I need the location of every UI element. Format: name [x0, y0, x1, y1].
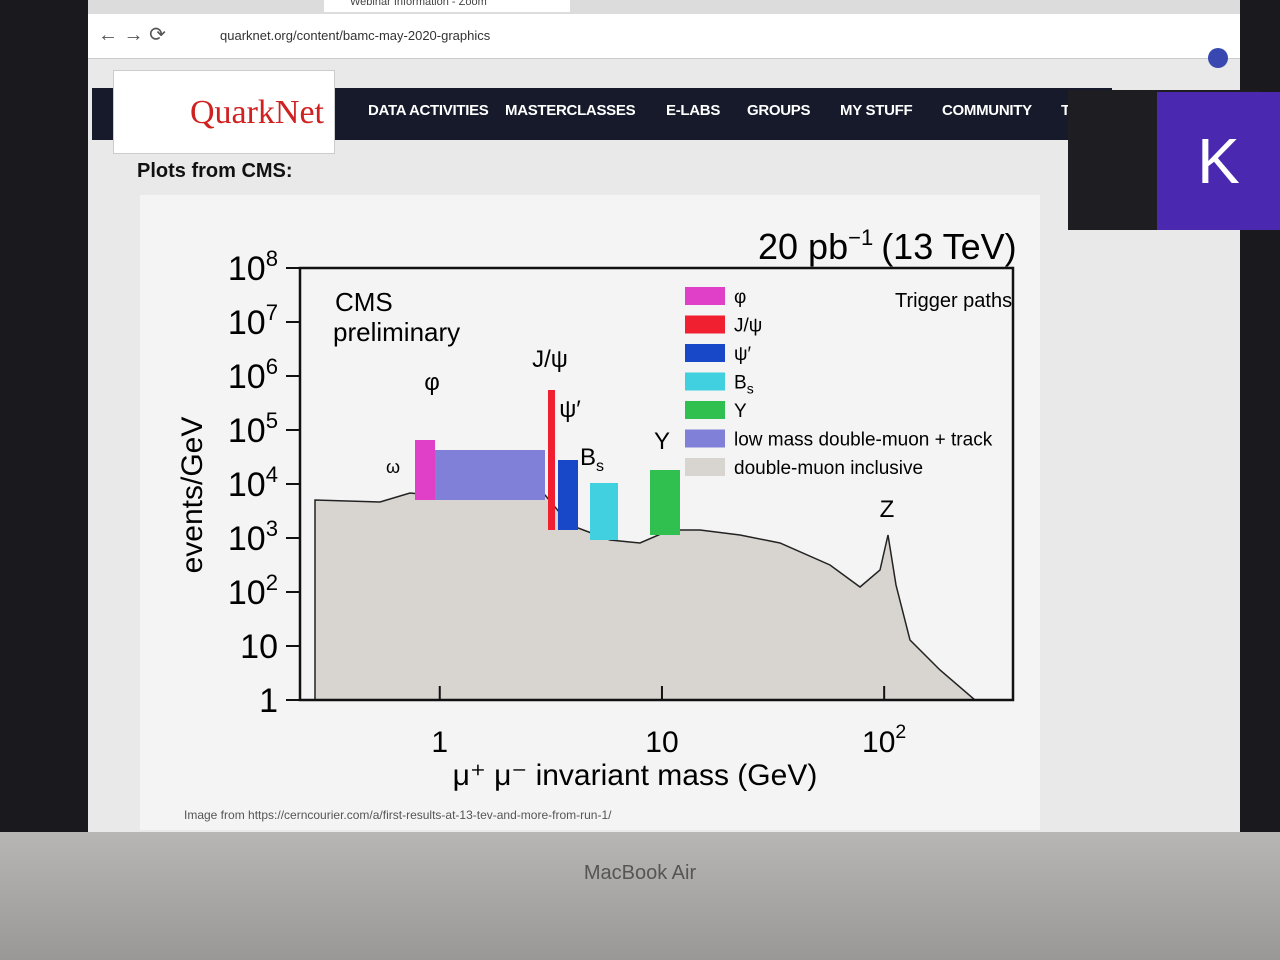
psi2-peak [558, 460, 578, 530]
experiment: CMS [335, 287, 393, 317]
legend-label: low mass double-muon + track [734, 430, 993, 451]
tick-base: 10 [228, 412, 266, 450]
continuum [314, 492, 978, 701]
tick-label: 10 [645, 726, 678, 759]
tick-base: 10 [645, 726, 678, 759]
tick-label: 105 [228, 408, 278, 450]
peak-label: ω [386, 457, 400, 477]
tick-sup: 8 [266, 246, 278, 271]
legend-swatch [685, 401, 725, 419]
tick-label: 103 [228, 516, 278, 558]
avatar: K [1157, 92, 1280, 230]
legend-name: low mass double-muon + track [734, 430, 993, 451]
address-bar[interactable]: quarknet.org/content/bamc-may-2020-graph… [220, 28, 491, 43]
legend-swatch [685, 287, 725, 305]
tab[interactable]: Webinar Information - Zoom [324, 0, 570, 12]
peak-label: J/ψ [532, 346, 568, 373]
legend-label: Bs [734, 373, 754, 397]
title-sup: −1 [848, 225, 873, 250]
peak-label: ψ′ [559, 396, 581, 423]
logo[interactable]: QuarkNet [113, 70, 335, 154]
bs-region [590, 483, 618, 540]
profile-icon[interactable] [1208, 48, 1228, 68]
toolbar: ← → ⟳ quarknet.org/content/bamc-may-2020… [88, 14, 1240, 68]
tick-label: 102 [862, 721, 906, 759]
laptop-bezel [0, 832, 1280, 960]
legend-name: φ [734, 287, 746, 308]
nav-item[interactable]: GROUPS [747, 102, 811, 119]
upsilon-region [650, 470, 680, 535]
tick-base: 10 [228, 574, 266, 612]
peak-label: Z [880, 496, 895, 523]
tick-base: 1 [259, 682, 278, 720]
phi-region [415, 440, 435, 500]
tick-base: 10 [240, 628, 278, 666]
legend-label: Υ [734, 401, 747, 422]
peak-label: Υ [654, 428, 670, 455]
y-axis-label: events/GeV [176, 417, 209, 574]
legend-label: double-muon inclusive [734, 458, 923, 479]
tick-base: 10 [862, 726, 895, 759]
title-rest: (13 TeV) [881, 226, 1016, 267]
nav-item[interactable]: E-LABS [666, 102, 721, 119]
tick-label: 106 [228, 354, 278, 396]
lowmass-region [435, 450, 545, 500]
legend-swatch [685, 429, 725, 448]
legend-name: ψ′ [734, 344, 752, 365]
tick-base: 10 [228, 466, 266, 504]
title-text: 20 pb [758, 226, 848, 267]
peak-label: Bs [580, 444, 604, 475]
tick-base: 10 [228, 358, 266, 396]
legend-label: J/ψ [734, 316, 762, 337]
nav-item[interactable]: COMMUNITY [942, 102, 1032, 119]
heading: Plots from CMS: [137, 160, 293, 182]
status: preliminary [333, 317, 460, 347]
tick-label: 108 [228, 246, 278, 288]
tick-sup: 4 [266, 462, 278, 487]
tick-sup: 7 [266, 300, 278, 325]
tick-label: 107 [228, 300, 278, 342]
tick-label: 104 [228, 462, 278, 504]
x-axis-label: μ⁺ μ⁻ invariant mass (GeV) [453, 759, 818, 792]
peak-label: φ [424, 369, 440, 396]
tick-sup: 5 [266, 408, 278, 433]
legend-label: φ [734, 287, 746, 308]
tick-base: 1 [431, 726, 448, 759]
title-main: 20 pb−1 (13 TeV) [758, 225, 1017, 267]
tick-label: 1 [431, 726, 448, 759]
legend-label: ψ′ [734, 344, 752, 365]
nav-item[interactable]: MY STUFF [840, 102, 913, 119]
jpsi-peak [548, 390, 555, 530]
legend-title: Trigger paths [895, 290, 1012, 312]
plot: 20 pb−1 (13 TeV) CMS preliminary Trigger … [176, 225, 1017, 792]
nav-item[interactable]: DATA ACTIVITIES [368, 102, 489, 119]
legend-sub: s [747, 381, 754, 397]
tick-label: 10 [240, 628, 278, 666]
tab-strip: Webinar Information - Zoom [88, 0, 1240, 14]
legend-name: double-muon inclusive [734, 458, 923, 479]
caption[interactable]: Image from https://cerncourier.com/a/fir… [184, 808, 612, 822]
legend-swatch [685, 458, 725, 476]
tick-sup: 3 [266, 516, 278, 541]
tick-base: 10 [228, 520, 266, 558]
nav-buttons[interactable]: ← → ⟳ [98, 24, 166, 46]
tick-label: 1 [259, 682, 278, 720]
tick-label: 102 [228, 570, 278, 612]
tick-sup: 2 [895, 721, 906, 743]
tick-base: 10 [228, 304, 266, 342]
device-label: MacBook Air [583, 862, 697, 884]
tick-sup: 6 [266, 354, 278, 379]
tick-sup: 2 [266, 570, 278, 595]
peak-sub: s [596, 458, 604, 475]
legend-name: Υ [734, 401, 747, 422]
legend-name: J/ψ [734, 316, 762, 337]
legend-swatch [685, 315, 725, 334]
tick-base: 10 [228, 250, 266, 288]
legend-swatch [685, 372, 725, 391]
legend-swatch [685, 344, 725, 362]
legend-name: B [734, 373, 747, 394]
nav-item[interactable]: MASTERCLASSES [505, 102, 636, 119]
